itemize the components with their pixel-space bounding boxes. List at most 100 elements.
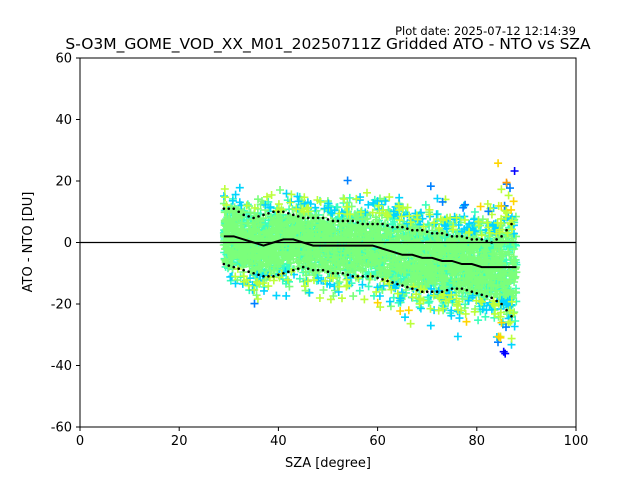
x-tick-label: 60 — [369, 434, 386, 449]
lower-sd-point — [247, 270, 250, 274]
y-tick-label: -60 — [51, 421, 72, 436]
upper-sd-point — [247, 215, 250, 218]
upper-sd-point — [430, 231, 434, 235]
lower-sd-point — [331, 271, 335, 275]
upper-sd-point — [257, 215, 260, 218]
upper-sd-point — [435, 231, 439, 235]
lower-sd-point — [381, 278, 384, 281]
lower-sd-point — [232, 265, 236, 269]
upper-sd-point — [316, 216, 320, 220]
lower-sd-point — [351, 275, 355, 278]
upper-sd-point — [267, 211, 270, 215]
upper-sd-point — [336, 219, 340, 223]
upper-sd-point — [232, 207, 236, 210]
lower-sd-point — [455, 287, 459, 290]
lower-sd-point — [445, 288, 449, 292]
scatter-points — [219, 159, 521, 358]
lower-sd-point — [465, 288, 469, 292]
lower-sd-point — [420, 290, 424, 294]
lower-sd-point — [406, 285, 409, 289]
upper-sd-point — [252, 216, 255, 220]
upper-sd-point — [475, 238, 479, 241]
upper-sd-point — [366, 222, 369, 226]
lower-sd-point — [415, 288, 419, 292]
lower-sd-point — [411, 287, 414, 290]
upper-sd-point — [415, 228, 419, 232]
lower-sd-point — [272, 275, 275, 278]
upper-sd-point — [376, 222, 379, 226]
upper-sd-point — [277, 210, 280, 214]
lower-sd-point — [257, 273, 260, 277]
lower-sd-point — [237, 267, 241, 270]
lower-sd-point — [391, 281, 394, 284]
lower-sd-point — [341, 271, 345, 275]
x-axis-label: SZA [degree] — [285, 456, 371, 471]
lower-sd-point — [361, 275, 365, 278]
upper-sd-point — [321, 216, 325, 220]
upper-sd-point — [460, 235, 464, 238]
lower-sd-point — [366, 275, 369, 278]
upper-sd-point — [386, 224, 389, 227]
lower-sd-point — [401, 284, 404, 287]
upper-sd-point — [500, 235, 503, 238]
y-tick-label: 40 — [55, 113, 72, 128]
upper-sd-point — [440, 231, 444, 235]
upper-sd-point — [222, 207, 226, 210]
upper-sd-point — [445, 233, 449, 237]
upper-sd-point — [306, 216, 310, 220]
upper-sd-point — [311, 216, 315, 220]
upper-sd-point — [331, 219, 335, 223]
upper-sd-point — [485, 239, 489, 243]
lower-sd-point — [510, 315, 513, 318]
scatter-marker-group — [499, 167, 519, 358]
x-tick-label: 0 — [76, 434, 84, 449]
lower-sd-point — [306, 267, 310, 270]
upper-sd-point — [401, 225, 404, 229]
scatter-marker-group — [373, 159, 518, 342]
lower-sd-point — [287, 270, 290, 274]
lower-sd-point — [495, 299, 498, 303]
upper-sd-point — [455, 235, 459, 238]
scatter-marker-group — [220, 185, 518, 343]
upper-sd-point — [237, 210, 241, 214]
lower-sd-point — [326, 270, 330, 274]
chart-title: S-O3M_GOME_VOD_XX_M01_20250711Z Gridded … — [65, 35, 591, 54]
upper-sd-point — [227, 207, 231, 210]
x-tick-label: 20 — [171, 434, 188, 449]
y-tick-label: -40 — [51, 359, 72, 374]
lower-sd-point — [460, 287, 464, 290]
lower-sd-point — [371, 275, 374, 278]
scatter-marker-group — [502, 178, 511, 187]
lower-sd-point — [267, 275, 270, 278]
axes: 0 20 40 60 80 100 -60 -40 -20 0 20 40 60 — [51, 52, 589, 450]
lower-sd-point — [505, 308, 508, 312]
upper-sd-point — [371, 222, 374, 226]
y-axis-label: ATO - NTO [DU] — [21, 192, 36, 293]
x-tick-label: 40 — [270, 434, 287, 449]
lower-sd-point — [430, 290, 434, 294]
upper-sd-point — [287, 211, 290, 215]
upper-sd-point — [262, 213, 265, 217]
upper-sd-point — [361, 222, 365, 226]
lower-sd-point — [316, 268, 320, 272]
upper-sd-point — [351, 219, 355, 223]
upper-sd-point — [470, 238, 474, 241]
x-tick-label: 100 — [564, 434, 589, 449]
upper-sd-point — [301, 216, 305, 220]
upper-sd-point — [296, 215, 300, 218]
lower-sd-point — [277, 273, 280, 277]
statistics-lines — [80, 207, 576, 318]
y-tick-label: 0 — [64, 236, 72, 251]
lower-sd-point — [386, 279, 389, 283]
lower-sd-point — [242, 268, 245, 272]
upper-sd-point — [450, 235, 454, 238]
lower-sd-point — [311, 268, 315, 272]
lower-sd-point — [435, 290, 439, 294]
upper-sd-point — [282, 210, 285, 214]
lower-sd-point — [291, 268, 295, 272]
upper-sd-point — [495, 238, 498, 241]
upper-sd-point — [356, 221, 360, 224]
upper-sd-point — [381, 222, 384, 226]
lower-sd-point — [252, 271, 255, 275]
lower-sd-point — [262, 275, 265, 278]
